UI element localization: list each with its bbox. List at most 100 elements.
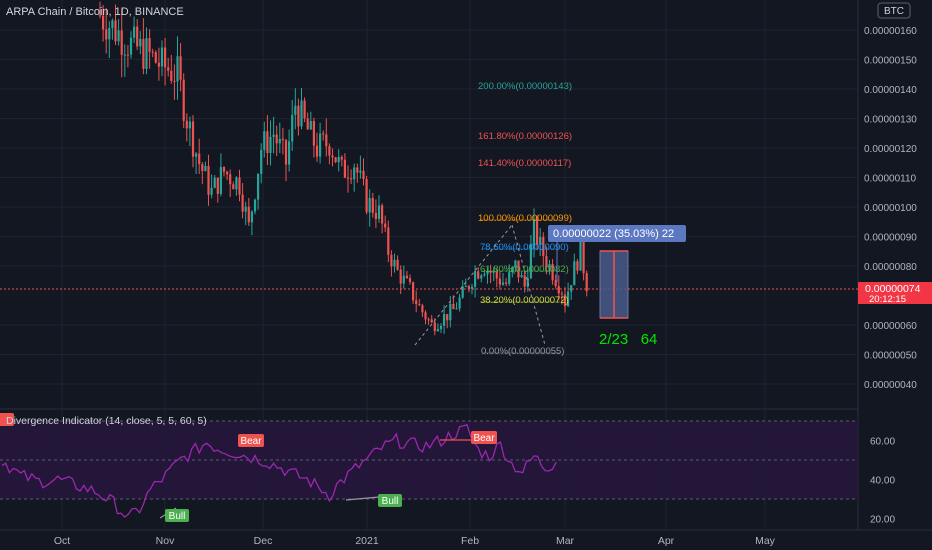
current-price-badge bbox=[858, 282, 932, 304]
candle-body bbox=[226, 171, 229, 175]
measure-label-box[interactable] bbox=[548, 225, 686, 242]
countdown-label: 20:12:15 bbox=[869, 294, 906, 305]
time-axis-label: May bbox=[755, 535, 776, 547]
candle-body bbox=[567, 291, 570, 307]
candle-body bbox=[300, 100, 303, 127]
indicator-axis-label: 40.00 bbox=[870, 476, 895, 487]
candle-body bbox=[405, 275, 408, 279]
currency-button[interactable] bbox=[877, 2, 911, 19]
candle-body bbox=[353, 167, 356, 180]
candle-body bbox=[452, 304, 455, 310]
candle-body bbox=[312, 121, 315, 146]
candle-body bbox=[585, 273, 588, 292]
candle-body bbox=[418, 304, 421, 306]
fib-level-label: 141.40%(0.00000117) bbox=[478, 158, 571, 169]
candle-body bbox=[368, 198, 371, 213]
candle-body bbox=[446, 314, 449, 321]
candle-body bbox=[278, 138, 281, 144]
candle-body bbox=[108, 27, 111, 40]
candle-body bbox=[111, 20, 114, 28]
candle-body bbox=[489, 270, 492, 273]
candle-body bbox=[114, 20, 117, 42]
candle-body bbox=[346, 177, 350, 179]
time-axis[interactable]: Oct Nov Dec 2021 Feb Mar Apr May bbox=[54, 535, 776, 547]
candle-body bbox=[334, 157, 337, 163]
candle-body bbox=[176, 56, 179, 82]
candle-body bbox=[337, 156, 340, 163]
candle-body bbox=[213, 177, 216, 188]
candle-body bbox=[576, 261, 579, 271]
candle-body bbox=[560, 293, 563, 295]
price-axis-label: 0.00000060 bbox=[864, 321, 917, 332]
bear-tag-label: Bear bbox=[240, 436, 262, 447]
price-axis[interactable]: 0.00000160 0.00000150 0.00000140 0.00000130… bbox=[864, 26, 917, 391]
candle-body bbox=[266, 131, 269, 153]
candle-body bbox=[461, 286, 464, 298]
candle-body bbox=[291, 114, 294, 142]
candle-body bbox=[449, 304, 452, 321]
candle-body bbox=[123, 54, 126, 56]
candle-body bbox=[294, 105, 297, 115]
candle-body bbox=[105, 29, 108, 40]
candle-body bbox=[325, 134, 328, 147]
candle-body bbox=[536, 219, 539, 245]
candle-body bbox=[381, 205, 384, 224]
candle-body bbox=[517, 260, 520, 278]
candle-body bbox=[319, 133, 322, 157]
candle-body bbox=[408, 278, 412, 283]
candle-body bbox=[102, 15, 105, 30]
candle-body bbox=[545, 256, 548, 268]
candle-body bbox=[151, 51, 154, 53]
candle-body bbox=[154, 52, 157, 63]
candle-body bbox=[399, 269, 402, 284]
price-axis-label: 0.00000090 bbox=[864, 233, 917, 244]
bear-tag: Bear bbox=[238, 434, 264, 447]
price-axis-label: 0.00000040 bbox=[864, 380, 917, 391]
candle-body bbox=[219, 167, 222, 194]
candle-body bbox=[498, 278, 501, 285]
fib-retracement[interactable]: 200.00%(0.00000143) 161.80%(0.00000126) 14… bbox=[478, 81, 572, 357]
candle-body bbox=[365, 179, 368, 213]
candle-body bbox=[523, 275, 526, 287]
candle-body bbox=[377, 205, 381, 219]
time-axis-label: Apr bbox=[658, 535, 675, 547]
candle-body bbox=[570, 285, 573, 292]
candle-body bbox=[210, 187, 213, 195]
candle-body bbox=[229, 174, 232, 185]
candle-body bbox=[207, 165, 210, 195]
candle-body bbox=[390, 254, 393, 267]
candle-body bbox=[582, 239, 585, 274]
candle-body bbox=[309, 121, 312, 130]
price-axis-label: 0.00000160 bbox=[864, 26, 917, 37]
candle-body bbox=[433, 322, 436, 332]
candle-body bbox=[492, 271, 495, 273]
candle-body bbox=[455, 308, 458, 310]
candle-body bbox=[424, 312, 427, 320]
candle-body bbox=[281, 138, 284, 141]
candle-body bbox=[145, 38, 148, 69]
candle-body bbox=[315, 145, 319, 157]
candle-body bbox=[179, 56, 182, 80]
candle-body bbox=[98, 15, 102, 17]
bull-tag: Bull bbox=[378, 494, 402, 507]
candle-body bbox=[359, 170, 362, 173]
candle-body bbox=[443, 314, 446, 326]
candle-body bbox=[139, 38, 142, 47]
candle-body bbox=[195, 153, 198, 157]
fib-level-label: 100.00%(0.00000099) bbox=[478, 213, 572, 224]
candle-body bbox=[244, 206, 247, 212]
fib-level-label: 78.60%(0.00000090) bbox=[480, 242, 569, 253]
candle-body bbox=[501, 282, 505, 285]
candle-body bbox=[322, 133, 325, 135]
candle-body bbox=[257, 173, 260, 200]
candle-body bbox=[241, 194, 244, 212]
indicator-axis[interactable]: 60.00 40.00 20.00 bbox=[870, 437, 895, 526]
price-grid bbox=[0, 29, 858, 385]
chart-title: ARPA Chain / Bitcoin, 1D, BINANCE bbox=[6, 6, 184, 18]
candle-body bbox=[235, 177, 238, 190]
time-axis-label: Dec bbox=[254, 535, 273, 547]
candle-body bbox=[160, 47, 164, 67]
price-axis-label: 0.00000100 bbox=[864, 203, 917, 214]
bear-tag: Bear bbox=[471, 431, 497, 444]
